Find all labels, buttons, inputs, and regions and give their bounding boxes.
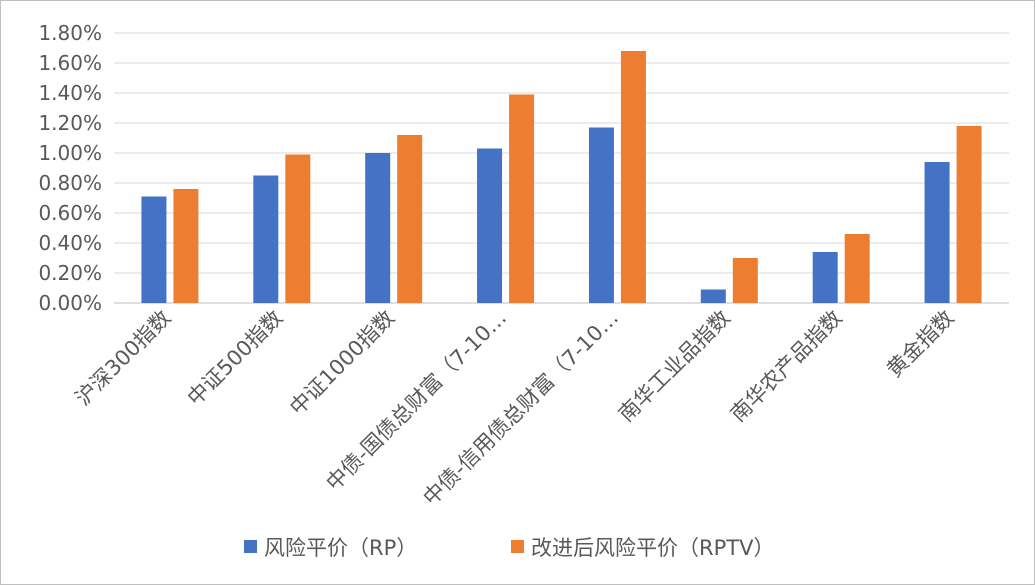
x-axis: 沪深300指数 中证500指数中证1000指数中债-国债总财富（7-10…中债-信… [71, 306, 959, 511]
bar-1-3 [509, 94, 535, 303]
y-tick-label: 1.20% [38, 111, 102, 135]
x-category-label: 中债-国债总财富（7-10… [321, 306, 511, 496]
bar-1-7 [956, 126, 982, 303]
x-category-label: 中证1000指数 [285, 306, 399, 420]
x-category-label: 黄金指数 [882, 306, 958, 382]
bar-0-2 [365, 153, 391, 303]
y-tick-label: 0.20% [38, 261, 102, 285]
y-tick-label: 0.80% [38, 171, 102, 195]
y-tick-label: 1.60% [38, 51, 102, 75]
y-tick-label: 0.60% [38, 201, 102, 225]
legend-swatch [511, 540, 524, 553]
bars [141, 51, 982, 303]
bar-0-1 [253, 175, 279, 303]
bar-0-3 [477, 148, 503, 303]
y-tick-label: 1.80% [38, 21, 102, 45]
y-tick-label: 1.00% [38, 141, 102, 165]
bar-1-0 [173, 189, 199, 303]
bar-1-6 [844, 234, 870, 303]
bar-1-4 [620, 51, 646, 303]
x-category-label: 中债-信用债总财富（7-10… [418, 306, 623, 511]
y-tick-label: 1.40% [38, 81, 102, 105]
bar-0-4 [588, 127, 614, 303]
y-axis: 0.00% 0.20% 0.40% 0.60% 0.80% 1.00% 1.20% 1.40%… [38, 21, 102, 315]
y-tick-label: 0.00% [38, 291, 102, 315]
bar-0-5 [700, 289, 726, 303]
x-category-label: 中证500指数 [183, 306, 288, 411]
bar-0-6 [812, 252, 838, 303]
y-tick-label: 0.40% [38, 231, 102, 255]
x-category-label: 沪深300指数 [71, 306, 176, 411]
legend-label: 风险平价（RP） [264, 536, 417, 560]
legend: 风险平价（RP） 改进后风险平价（RPTV） [244, 536, 774, 560]
bar-1-1 [285, 154, 311, 303]
bar-0-0 [141, 196, 167, 303]
gridlines [114, 32, 1009, 304]
legend-swatch [244, 540, 257, 553]
legend-label: 改进后风险平价（RPTV） [531, 536, 774, 560]
bar-1-5 [732, 258, 758, 303]
bar-1-2 [397, 135, 423, 303]
x-category-label: 南华农产品指数 [726, 306, 847, 427]
bar-0-7 [924, 162, 950, 303]
x-category-label: 南华工业品指数 [614, 306, 735, 427]
